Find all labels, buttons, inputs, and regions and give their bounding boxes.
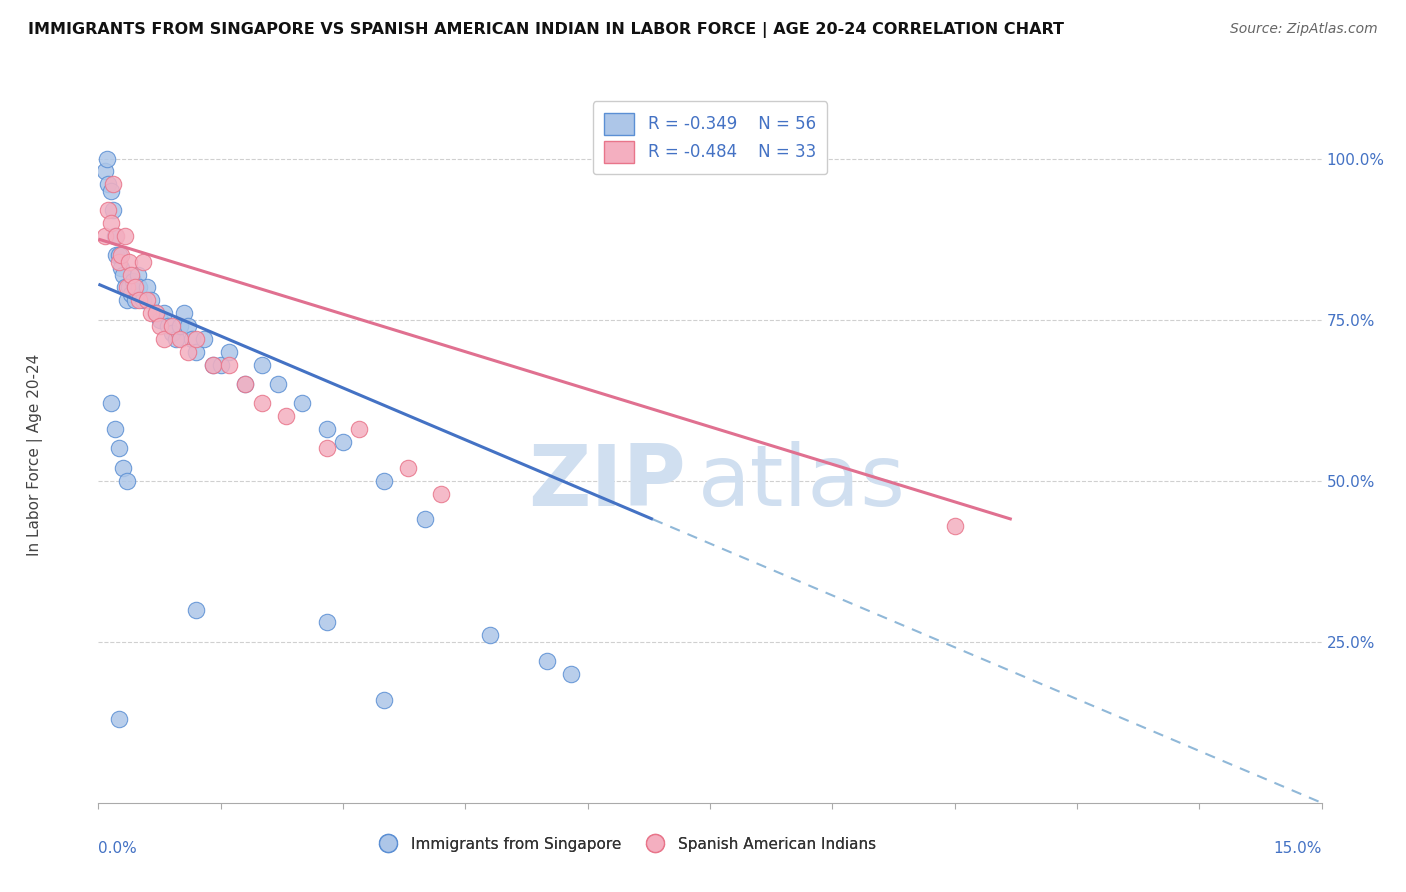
Point: [111, 460, 134, 475]
Point: [560, 667, 582, 681]
Point: [104, 422, 127, 436]
Point: [173, 306, 195, 320]
Point: [149, 312, 172, 326]
Point: [97, 178, 120, 192]
Point: [250, 396, 273, 410]
Point: [315, 442, 337, 456]
Point: [152, 306, 174, 320]
Point: [101, 178, 124, 192]
Point: [120, 286, 142, 301]
Point: [396, 460, 419, 475]
Text: 0.0%: 0.0%: [98, 841, 138, 856]
Point: [233, 377, 256, 392]
Text: In Labor Force | Age 20-24: In Labor Force | Age 20-24: [27, 354, 44, 556]
Point: [430, 486, 453, 500]
Point: [128, 293, 150, 308]
Text: 15.0%: 15.0%: [1274, 841, 1322, 856]
Point: [943, 518, 966, 533]
Point: [124, 293, 146, 308]
Point: [291, 396, 314, 410]
Point: [136, 280, 159, 294]
Point: [110, 248, 132, 262]
Point: [536, 654, 558, 668]
Point: [267, 377, 290, 392]
Point: [111, 268, 134, 282]
Point: [373, 474, 395, 488]
Point: [100, 396, 122, 410]
Text: atlas: atlas: [697, 442, 905, 524]
Point: [186, 602, 208, 616]
Point: [156, 319, 179, 334]
Point: [201, 358, 224, 372]
Point: [218, 344, 240, 359]
Point: [120, 268, 142, 282]
Point: [177, 319, 200, 334]
Point: [478, 628, 501, 642]
Point: [132, 254, 155, 268]
Point: [97, 203, 120, 218]
Point: [160, 326, 183, 340]
Point: [127, 268, 149, 282]
Point: [181, 332, 204, 346]
Point: [118, 254, 141, 268]
Point: [201, 358, 224, 372]
Point: [108, 248, 131, 262]
Point: [108, 254, 131, 268]
Point: [100, 216, 122, 230]
Legend: Immigrants from Singapore, Spanish American Indians: Immigrants from Singapore, Spanish Ameri…: [367, 830, 882, 858]
Point: [108, 442, 131, 456]
Point: [315, 422, 337, 436]
Text: IMMIGRANTS FROM SINGAPORE VS SPANISH AMERICAN INDIAN IN LABOR FORCE | AGE 20-24 : IMMIGRANTS FROM SINGAPORE VS SPANISH AME…: [28, 22, 1064, 38]
Point: [94, 164, 117, 178]
Point: [101, 203, 124, 218]
Point: [186, 332, 208, 346]
Text: Source: ZipAtlas.com: Source: ZipAtlas.com: [1230, 22, 1378, 37]
Point: [100, 184, 122, 198]
Point: [105, 228, 128, 243]
Point: [115, 293, 138, 308]
Point: [233, 377, 256, 392]
Point: [121, 274, 143, 288]
Point: [141, 293, 163, 308]
Point: [413, 512, 436, 526]
Point: [105, 248, 128, 262]
Point: [145, 306, 167, 320]
Point: [177, 344, 200, 359]
Point: [96, 152, 118, 166]
Point: [128, 280, 150, 294]
Point: [373, 692, 395, 706]
Point: [114, 280, 136, 294]
Point: [115, 474, 138, 488]
Point: [124, 280, 146, 294]
Point: [132, 293, 155, 308]
Point: [274, 409, 297, 424]
Point: [169, 332, 191, 346]
Point: [315, 615, 337, 630]
Point: [193, 332, 215, 346]
Text: ZIP: ZIP: [527, 442, 686, 524]
Point: [115, 280, 138, 294]
Point: [209, 358, 232, 372]
Point: [149, 319, 172, 334]
Point: [152, 332, 174, 346]
Point: [118, 280, 141, 294]
Point: [114, 228, 136, 243]
Point: [110, 261, 132, 276]
Point: [250, 358, 273, 372]
Point: [169, 319, 191, 334]
Point: [141, 306, 163, 320]
Point: [165, 332, 187, 346]
Point: [136, 293, 159, 308]
Point: [108, 712, 131, 726]
Point: [104, 228, 127, 243]
Point: [94, 228, 117, 243]
Point: [145, 306, 167, 320]
Point: [160, 319, 183, 334]
Point: [218, 358, 240, 372]
Point: [332, 435, 354, 450]
Point: [186, 344, 208, 359]
Point: [349, 422, 371, 436]
